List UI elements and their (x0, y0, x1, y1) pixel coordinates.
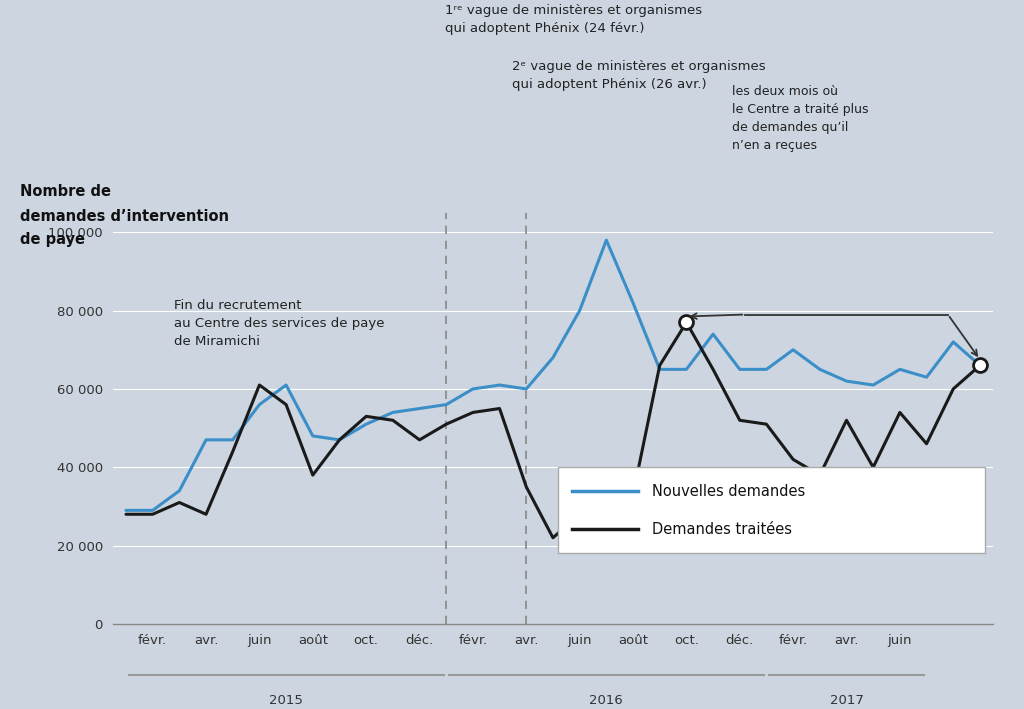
Text: les deux mois où
le Centre a traité plus
de demandes qu’il
n’en a reçues: les deux mois où le Centre a traité plus… (732, 85, 868, 152)
Text: 2ᵉ vague de ministères et organismes
qui adoptent Phénix (26 avr.): 2ᵉ vague de ministères et organismes qui… (512, 60, 766, 91)
Text: 2017: 2017 (829, 694, 863, 708)
Text: Demandes traitées: Demandes traitées (651, 522, 792, 537)
Text: 2016: 2016 (590, 694, 624, 708)
Text: 2015: 2015 (269, 694, 303, 708)
Text: Nombre de: Nombre de (20, 184, 112, 199)
Text: Nouvelles demandes: Nouvelles demandes (651, 484, 805, 499)
Text: 1ʳᵉ vague de ministères et organismes
qui adoptent Phénix (24 févr.): 1ʳᵉ vague de ministères et organismes qu… (445, 4, 702, 35)
Text: Fin du recrutement
au Centre des services de paye
de Miramichi: Fin du recrutement au Centre des service… (174, 299, 385, 348)
Text: demandes d’intervention: demandes d’intervention (20, 209, 229, 224)
Text: de paye: de paye (20, 232, 85, 247)
FancyBboxPatch shape (558, 467, 985, 554)
